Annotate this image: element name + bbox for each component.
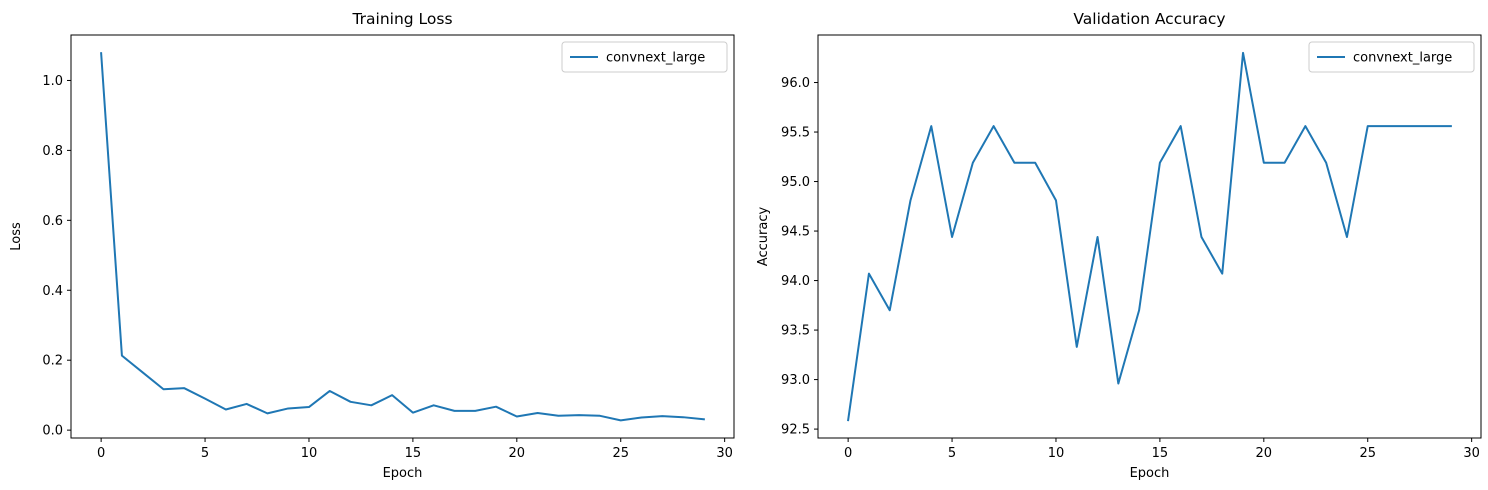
y-tick-label: 96.0 bbox=[781, 76, 810, 91]
y-tick-label: 92.5 bbox=[781, 423, 810, 438]
series-line-0 bbox=[100, 52, 705, 422]
y-axis-label: Accuracy bbox=[756, 207, 771, 267]
legend: convnext_large bbox=[561, 41, 728, 73]
chart-title: Training Loss bbox=[351, 10, 452, 28]
y-tick-label: 0.0 bbox=[42, 424, 63, 439]
training-loss-chart: Training Loss Epoch Loss 0 5 10 15 20 25 30 0.0… bbox=[9, 10, 735, 481]
plot-lines bbox=[847, 51, 1452, 422]
x-tick-label: 5 bbox=[201, 446, 209, 461]
chart-title: Validation Accuracy bbox=[1073, 10, 1225, 28]
x-axis-label: Epoch bbox=[383, 466, 423, 481]
y-tick-label: 0.2 bbox=[42, 354, 63, 369]
y-tick-label: 0.6 bbox=[42, 214, 63, 229]
x-tick-label: 20 bbox=[1256, 446, 1273, 461]
axis-ticks: 0 5 10 15 20 25 30 0.0 0.2 0.4 0.6 0.8 1.0 bbox=[42, 74, 733, 461]
series-line-0 bbox=[847, 51, 1452, 422]
y-tick-label: 93.5 bbox=[781, 324, 810, 339]
x-tick-label: 10 bbox=[301, 446, 318, 461]
validation-accuracy-chart: Validation Accuracy Epoch Accuracy 0 5 10 1… bbox=[756, 10, 1482, 481]
y-tick-label: 93.0 bbox=[781, 373, 810, 388]
legend: convnext_large bbox=[1308, 41, 1475, 73]
y-tick-label: 95.0 bbox=[781, 175, 810, 190]
y-tick-label: 1.0 bbox=[42, 74, 63, 89]
x-tick-label: 30 bbox=[716, 446, 733, 461]
x-tick-label: 25 bbox=[1359, 446, 1376, 461]
legend-label: convnext_large bbox=[1353, 51, 1452, 66]
x-axis-label: Epoch bbox=[1130, 466, 1170, 481]
x-tick-label: 0 bbox=[97, 446, 105, 461]
plot-frame bbox=[817, 34, 1482, 439]
x-tick-label: 20 bbox=[509, 446, 526, 461]
y-axis-label: Loss bbox=[9, 222, 24, 251]
x-tick-label: 0 bbox=[844, 446, 852, 461]
x-tick-label: 5 bbox=[948, 446, 956, 461]
y-tick-label: 0.8 bbox=[42, 144, 63, 159]
legend-box bbox=[561, 41, 728, 73]
x-tick-label: 25 bbox=[612, 446, 629, 461]
legend-box bbox=[1308, 41, 1475, 73]
y-tick-label: 94.5 bbox=[781, 225, 810, 240]
x-tick-label: 15 bbox=[405, 446, 422, 461]
plot-frame bbox=[70, 34, 735, 439]
x-tick-label: 15 bbox=[1152, 446, 1169, 461]
y-tick-label: 94.0 bbox=[781, 274, 810, 289]
axis-ticks: 0 5 10 15 20 25 30 92.5 93.0 93.5 94.0 94.5 95.0 95.5… bbox=[781, 76, 1480, 461]
x-tick-label: 30 bbox=[1463, 446, 1480, 461]
plot-lines bbox=[100, 52, 705, 422]
legend-label: convnext_large bbox=[606, 51, 705, 66]
y-tick-label: 95.5 bbox=[781, 126, 810, 141]
y-tick-label: 0.4 bbox=[42, 284, 63, 299]
x-tick-label: 10 bbox=[1048, 446, 1065, 461]
